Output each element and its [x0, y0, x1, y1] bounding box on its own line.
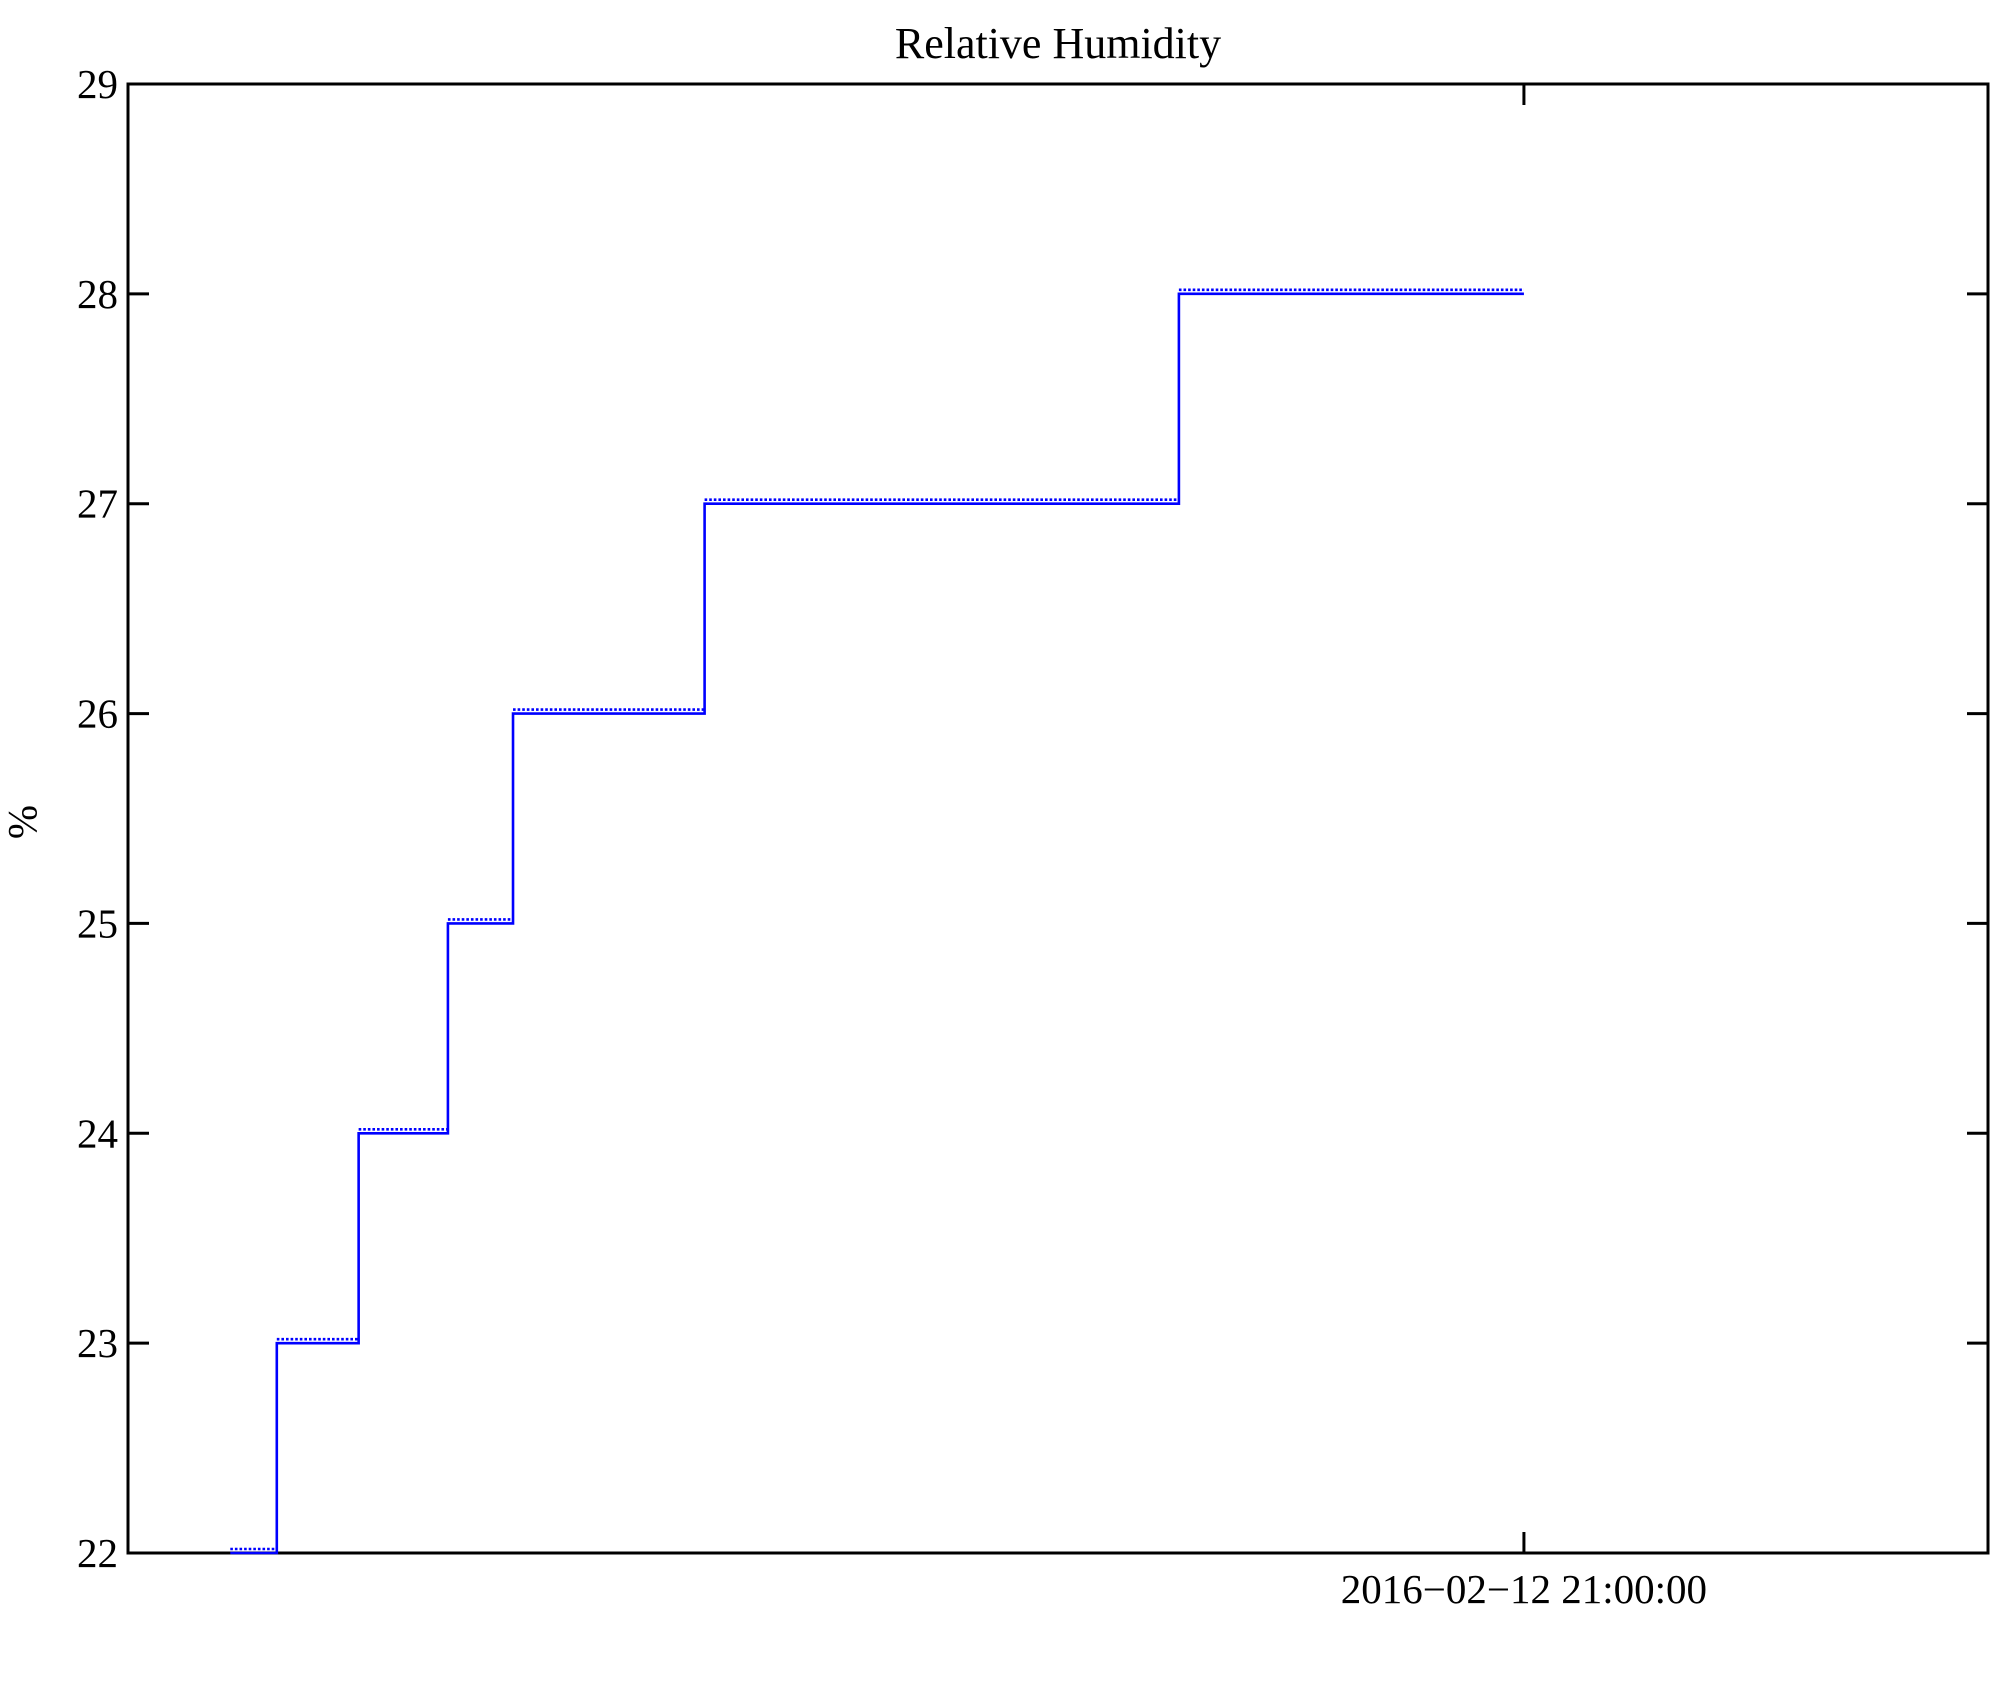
- plot-box: [126, 82, 1990, 1555]
- y-tick-label: 26: [77, 691, 118, 737]
- y-tick-label: 27: [77, 481, 118, 527]
- y-tick-label: 24: [77, 1110, 118, 1156]
- y-tick-label: 25: [77, 900, 118, 946]
- chart-title: Relative Humidity: [895, 19, 1221, 68]
- step-line: [230, 292, 1524, 1555]
- y-tick-label: 22: [77, 1530, 118, 1576]
- y-axis-label: %: [0, 805, 45, 839]
- data-series: [230, 288, 1524, 1555]
- y-tick-label: 28: [77, 271, 118, 317]
- x-tick-label: 2016−02−12 21:00:00: [1341, 1566, 1707, 1612]
- y-tick-label: 23: [77, 1320, 118, 1366]
- tick-labels: 22 23 24 25 26 27 28 29: [77, 61, 118, 1576]
- y-tick-label: 29: [77, 61, 118, 107]
- plot-axes: [126, 82, 1990, 1555]
